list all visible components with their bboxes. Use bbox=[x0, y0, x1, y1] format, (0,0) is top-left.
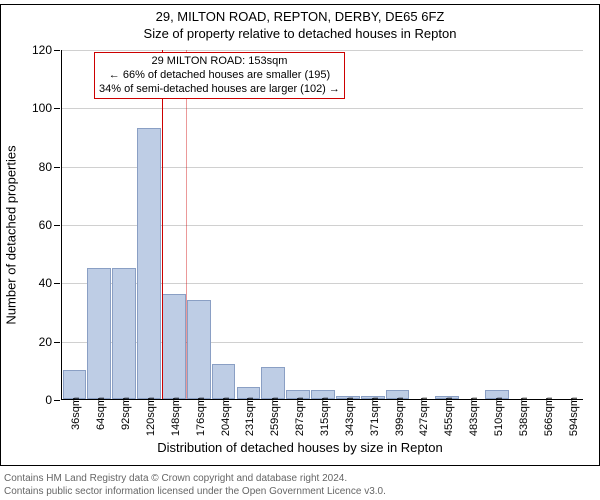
xtick-label: 371sqm bbox=[369, 397, 381, 436]
xtick-label: 120sqm bbox=[145, 397, 157, 436]
gridline bbox=[62, 108, 583, 109]
xtick-label: 231sqm bbox=[244, 397, 256, 436]
histogram-bar bbox=[137, 128, 161, 399]
annotation-box: 29 MILTON ROAD: 153sqm← 66% of detached … bbox=[94, 52, 345, 99]
xtick-label: 343sqm bbox=[344, 397, 356, 436]
xtick-label: 176sqm bbox=[195, 397, 207, 436]
xtick-label: 315sqm bbox=[319, 397, 331, 436]
marker-line-left bbox=[162, 50, 163, 399]
footer: Contains HM Land Registry data © Crown c… bbox=[4, 472, 596, 498]
histogram-bar bbox=[162, 294, 186, 399]
xtick-label: 538sqm bbox=[518, 397, 530, 436]
annotation-line2: ← 66% of detached houses are smaller (19… bbox=[99, 69, 340, 83]
marker-line-right bbox=[186, 50, 187, 399]
xtick-label: 483sqm bbox=[468, 397, 480, 436]
xtick-label: 510sqm bbox=[493, 397, 505, 436]
x-axis-label: Distribution of detached houses by size … bbox=[1, 440, 599, 455]
histogram-bar bbox=[212, 364, 236, 399]
annotation-line3: 34% of semi-detached houses are larger (… bbox=[99, 83, 340, 97]
xtick-label: 455sqm bbox=[443, 397, 455, 436]
chart-title-line1: 29, MILTON ROAD, REPTON, DERBY, DE65 6FZ bbox=[1, 9, 599, 24]
ytick-label: 0 bbox=[22, 393, 52, 407]
ytick bbox=[54, 50, 60, 51]
xtick-label: 287sqm bbox=[294, 397, 306, 436]
chart-container: 29, MILTON ROAD, REPTON, DERBY, DE65 6FZ… bbox=[0, 4, 600, 466]
xtick-label: 36sqm bbox=[70, 397, 82, 430]
ytick bbox=[54, 400, 60, 401]
ytick-label: 20 bbox=[22, 335, 52, 349]
ytick-label: 100 bbox=[22, 101, 52, 115]
xtick-label: 566sqm bbox=[543, 397, 555, 436]
ytick-label: 80 bbox=[22, 160, 52, 174]
histogram-bar bbox=[87, 268, 111, 399]
xtick-label: 427sqm bbox=[418, 397, 430, 436]
annotation-line1: 29 MILTON ROAD: 153sqm bbox=[99, 55, 340, 69]
ytick bbox=[54, 108, 60, 109]
y-axis-label: Number of detached properties bbox=[4, 145, 19, 324]
xtick-label: 92sqm bbox=[120, 397, 132, 430]
xtick-label: 399sqm bbox=[394, 397, 406, 436]
xtick-label: 148sqm bbox=[170, 397, 182, 436]
ytick bbox=[54, 225, 60, 226]
ytick bbox=[54, 167, 60, 168]
footer-line1: Contains HM Land Registry data © Crown c… bbox=[4, 472, 596, 485]
xtick-label: 64sqm bbox=[95, 397, 107, 430]
histogram-bar bbox=[112, 268, 136, 399]
histogram-bar bbox=[63, 370, 87, 399]
ytick-label: 40 bbox=[22, 276, 52, 290]
xtick-label: 259sqm bbox=[269, 397, 281, 436]
ytick-label: 120 bbox=[22, 43, 52, 57]
chart-title-line2: Size of property relative to detached ho… bbox=[1, 26, 599, 41]
footer-line2: Contains public sector information licen… bbox=[4, 485, 596, 498]
histogram-bar bbox=[187, 300, 211, 399]
histogram-bar bbox=[261, 367, 285, 399]
ytick bbox=[54, 342, 60, 343]
plot-area: 02040608010012036sqm64sqm92sqm120sqm148s… bbox=[61, 50, 583, 400]
ytick-label: 60 bbox=[22, 218, 52, 232]
ytick bbox=[54, 283, 60, 284]
xtick-label: 204sqm bbox=[220, 397, 232, 436]
xtick-label: 594sqm bbox=[568, 397, 580, 436]
gridline bbox=[62, 50, 583, 51]
